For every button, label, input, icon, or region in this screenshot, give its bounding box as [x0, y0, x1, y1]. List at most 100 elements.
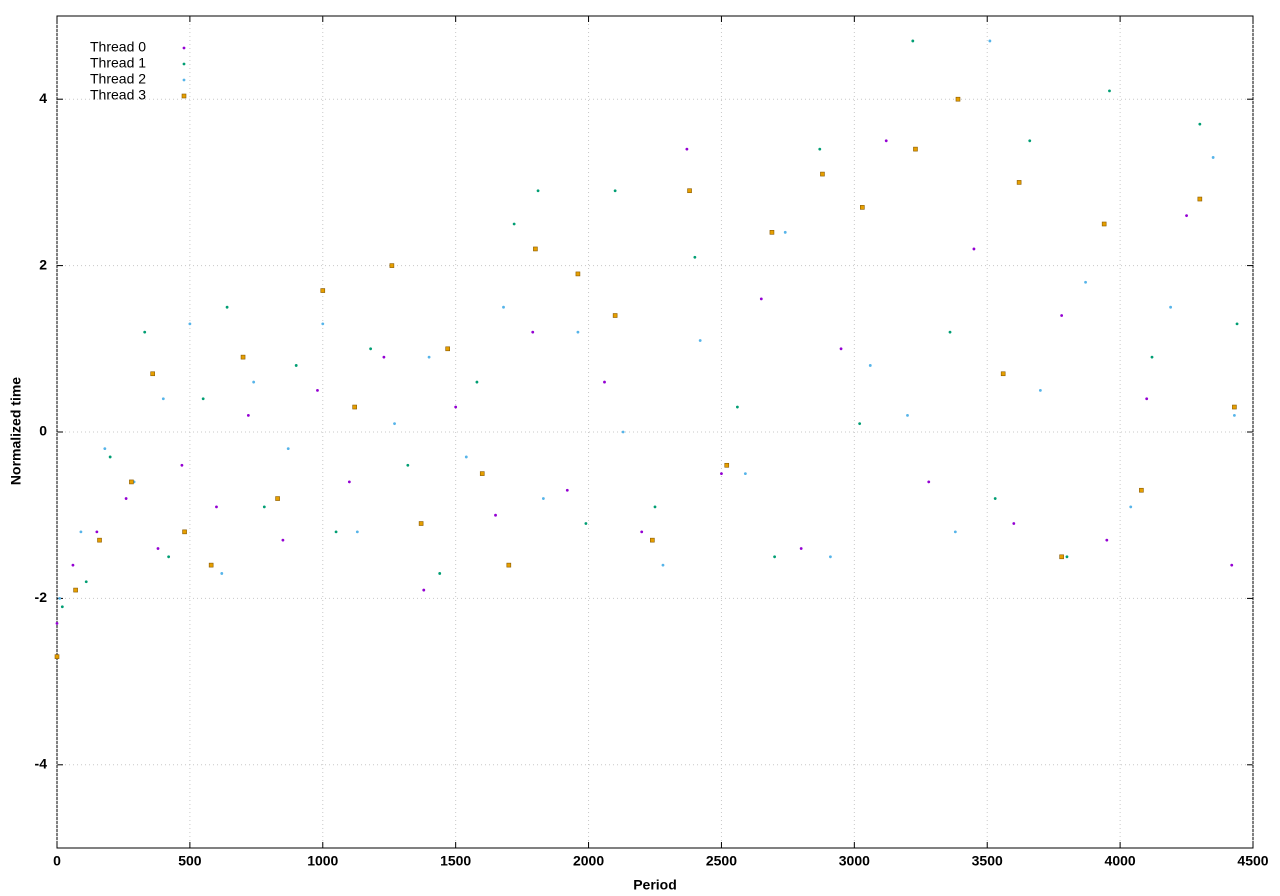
point — [1230, 563, 1234, 567]
y-axis-title: Normalized time — [8, 377, 24, 485]
y-tick-label: -4 — [35, 756, 48, 772]
point — [536, 189, 540, 193]
point — [220, 572, 224, 575]
point — [565, 488, 569, 492]
point — [759, 297, 763, 301]
point — [839, 347, 843, 351]
point — [454, 405, 458, 409]
point — [1059, 554, 1064, 560]
x-tick-label: 500 — [178, 853, 202, 869]
point — [79, 530, 83, 534]
point — [906, 413, 909, 417]
x-axis-title: Period — [633, 877, 677, 893]
point — [479, 471, 485, 476]
point — [182, 529, 187, 535]
point — [427, 355, 431, 359]
point — [355, 530, 359, 534]
point — [1211, 156, 1215, 159]
point — [685, 147, 689, 151]
point — [1232, 413, 1236, 417]
point — [167, 555, 171, 559]
point — [948, 330, 952, 334]
legend-marker — [182, 46, 186, 50]
point — [506, 562, 512, 568]
point — [860, 205, 865, 210]
point — [993, 497, 997, 500]
point — [820, 171, 825, 177]
point — [1000, 371, 1006, 377]
point — [150, 371, 155, 377]
legend-label: Thread 0 — [90, 39, 146, 55]
point — [502, 305, 505, 309]
point — [603, 380, 606, 384]
point — [494, 513, 497, 517]
point — [661, 563, 665, 567]
point — [103, 447, 107, 451]
point — [73, 587, 78, 593]
point — [382, 355, 386, 359]
point — [698, 339, 702, 342]
point — [281, 538, 285, 542]
point — [252, 380, 256, 384]
point — [735, 405, 739, 409]
point — [422, 588, 426, 592]
point — [1197, 196, 1203, 202]
point — [773, 555, 776, 559]
point — [1198, 122, 1202, 126]
point — [927, 480, 931, 484]
point — [464, 455, 468, 459]
point — [54, 654, 60, 659]
x-tick-label: 2000 — [573, 853, 604, 869]
point — [720, 472, 723, 475]
x-tick-label: 2500 — [706, 853, 737, 869]
point — [58, 597, 62, 600]
point — [124, 497, 128, 500]
point — [687, 188, 692, 194]
point — [972, 247, 976, 251]
point — [215, 505, 218, 509]
point — [1169, 305, 1173, 309]
point — [240, 354, 246, 360]
point — [352, 404, 357, 410]
legend-label: Thread 2 — [90, 71, 146, 87]
y-tick-label: -2 — [35, 589, 48, 605]
point — [783, 230, 787, 234]
point — [97, 537, 102, 543]
point — [1150, 355, 1154, 359]
point — [911, 39, 915, 43]
point — [769, 230, 775, 235]
point — [724, 462, 730, 468]
x-tick-label: 1500 — [440, 853, 471, 869]
point — [612, 313, 618, 318]
x-tick-label: 3000 — [839, 853, 870, 869]
point — [650, 537, 655, 543]
point — [286, 447, 290, 451]
point — [418, 521, 424, 526]
point — [438, 572, 442, 575]
point — [584, 522, 588, 525]
point — [884, 139, 888, 143]
point — [246, 413, 250, 417]
point — [1101, 221, 1107, 227]
point — [1139, 487, 1144, 493]
y-tick-label: 4 — [39, 90, 47, 106]
point — [1145, 397, 1149, 401]
x-tick-label: 4000 — [1105, 853, 1136, 869]
point — [84, 580, 88, 584]
point — [653, 505, 657, 509]
legend-label: Thread 1 — [90, 55, 146, 71]
point — [1185, 214, 1188, 218]
point — [262, 505, 266, 509]
point — [143, 330, 147, 334]
point — [1129, 505, 1133, 509]
point — [156, 547, 160, 550]
point — [275, 496, 280, 501]
point — [1012, 522, 1016, 525]
point — [445, 346, 450, 352]
point — [799, 547, 803, 550]
point — [180, 463, 184, 467]
point — [818, 147, 822, 151]
point — [406, 463, 410, 467]
point — [988, 39, 992, 43]
